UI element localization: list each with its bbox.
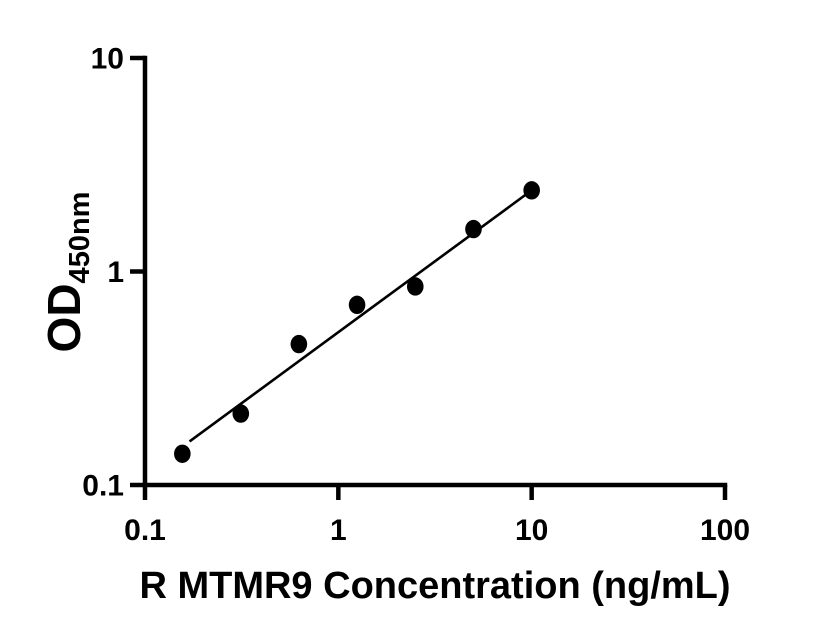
x-axis-label: R MTMR9 Concentration (ng/mL): [139, 565, 730, 607]
x-tick-label: 1: [330, 514, 347, 547]
y-tick-label: 1: [107, 256, 124, 289]
y-axis-label: OD450nm: [38, 192, 96, 353]
axis-frame: [142, 55, 728, 488]
axes: [130, 55, 728, 500]
data-point-marker: [348, 295, 366, 315]
y-axis-label-subscript: 450nm: [64, 192, 96, 284]
tick-labels: 0.1 1 10 0.1 1 10 100: [82, 43, 750, 548]
x-tick-label: 0.1: [124, 514, 166, 547]
y-tick-label: 0.1: [82, 470, 124, 503]
data-point-marker: [290, 334, 308, 354]
data-point-marker: [174, 444, 191, 464]
y-axis-label-main: OD: [38, 283, 90, 352]
x-tick-label: 100: [700, 514, 750, 547]
x-tick-label: 10: [515, 514, 548, 547]
data-points-group: [174, 181, 540, 464]
data-point-marker: [406, 277, 424, 296]
data-point-marker: [232, 404, 250, 423]
y-tick-label: 10: [91, 43, 124, 76]
data-point-marker: [523, 181, 540, 200]
data-point-marker: [465, 219, 482, 239]
